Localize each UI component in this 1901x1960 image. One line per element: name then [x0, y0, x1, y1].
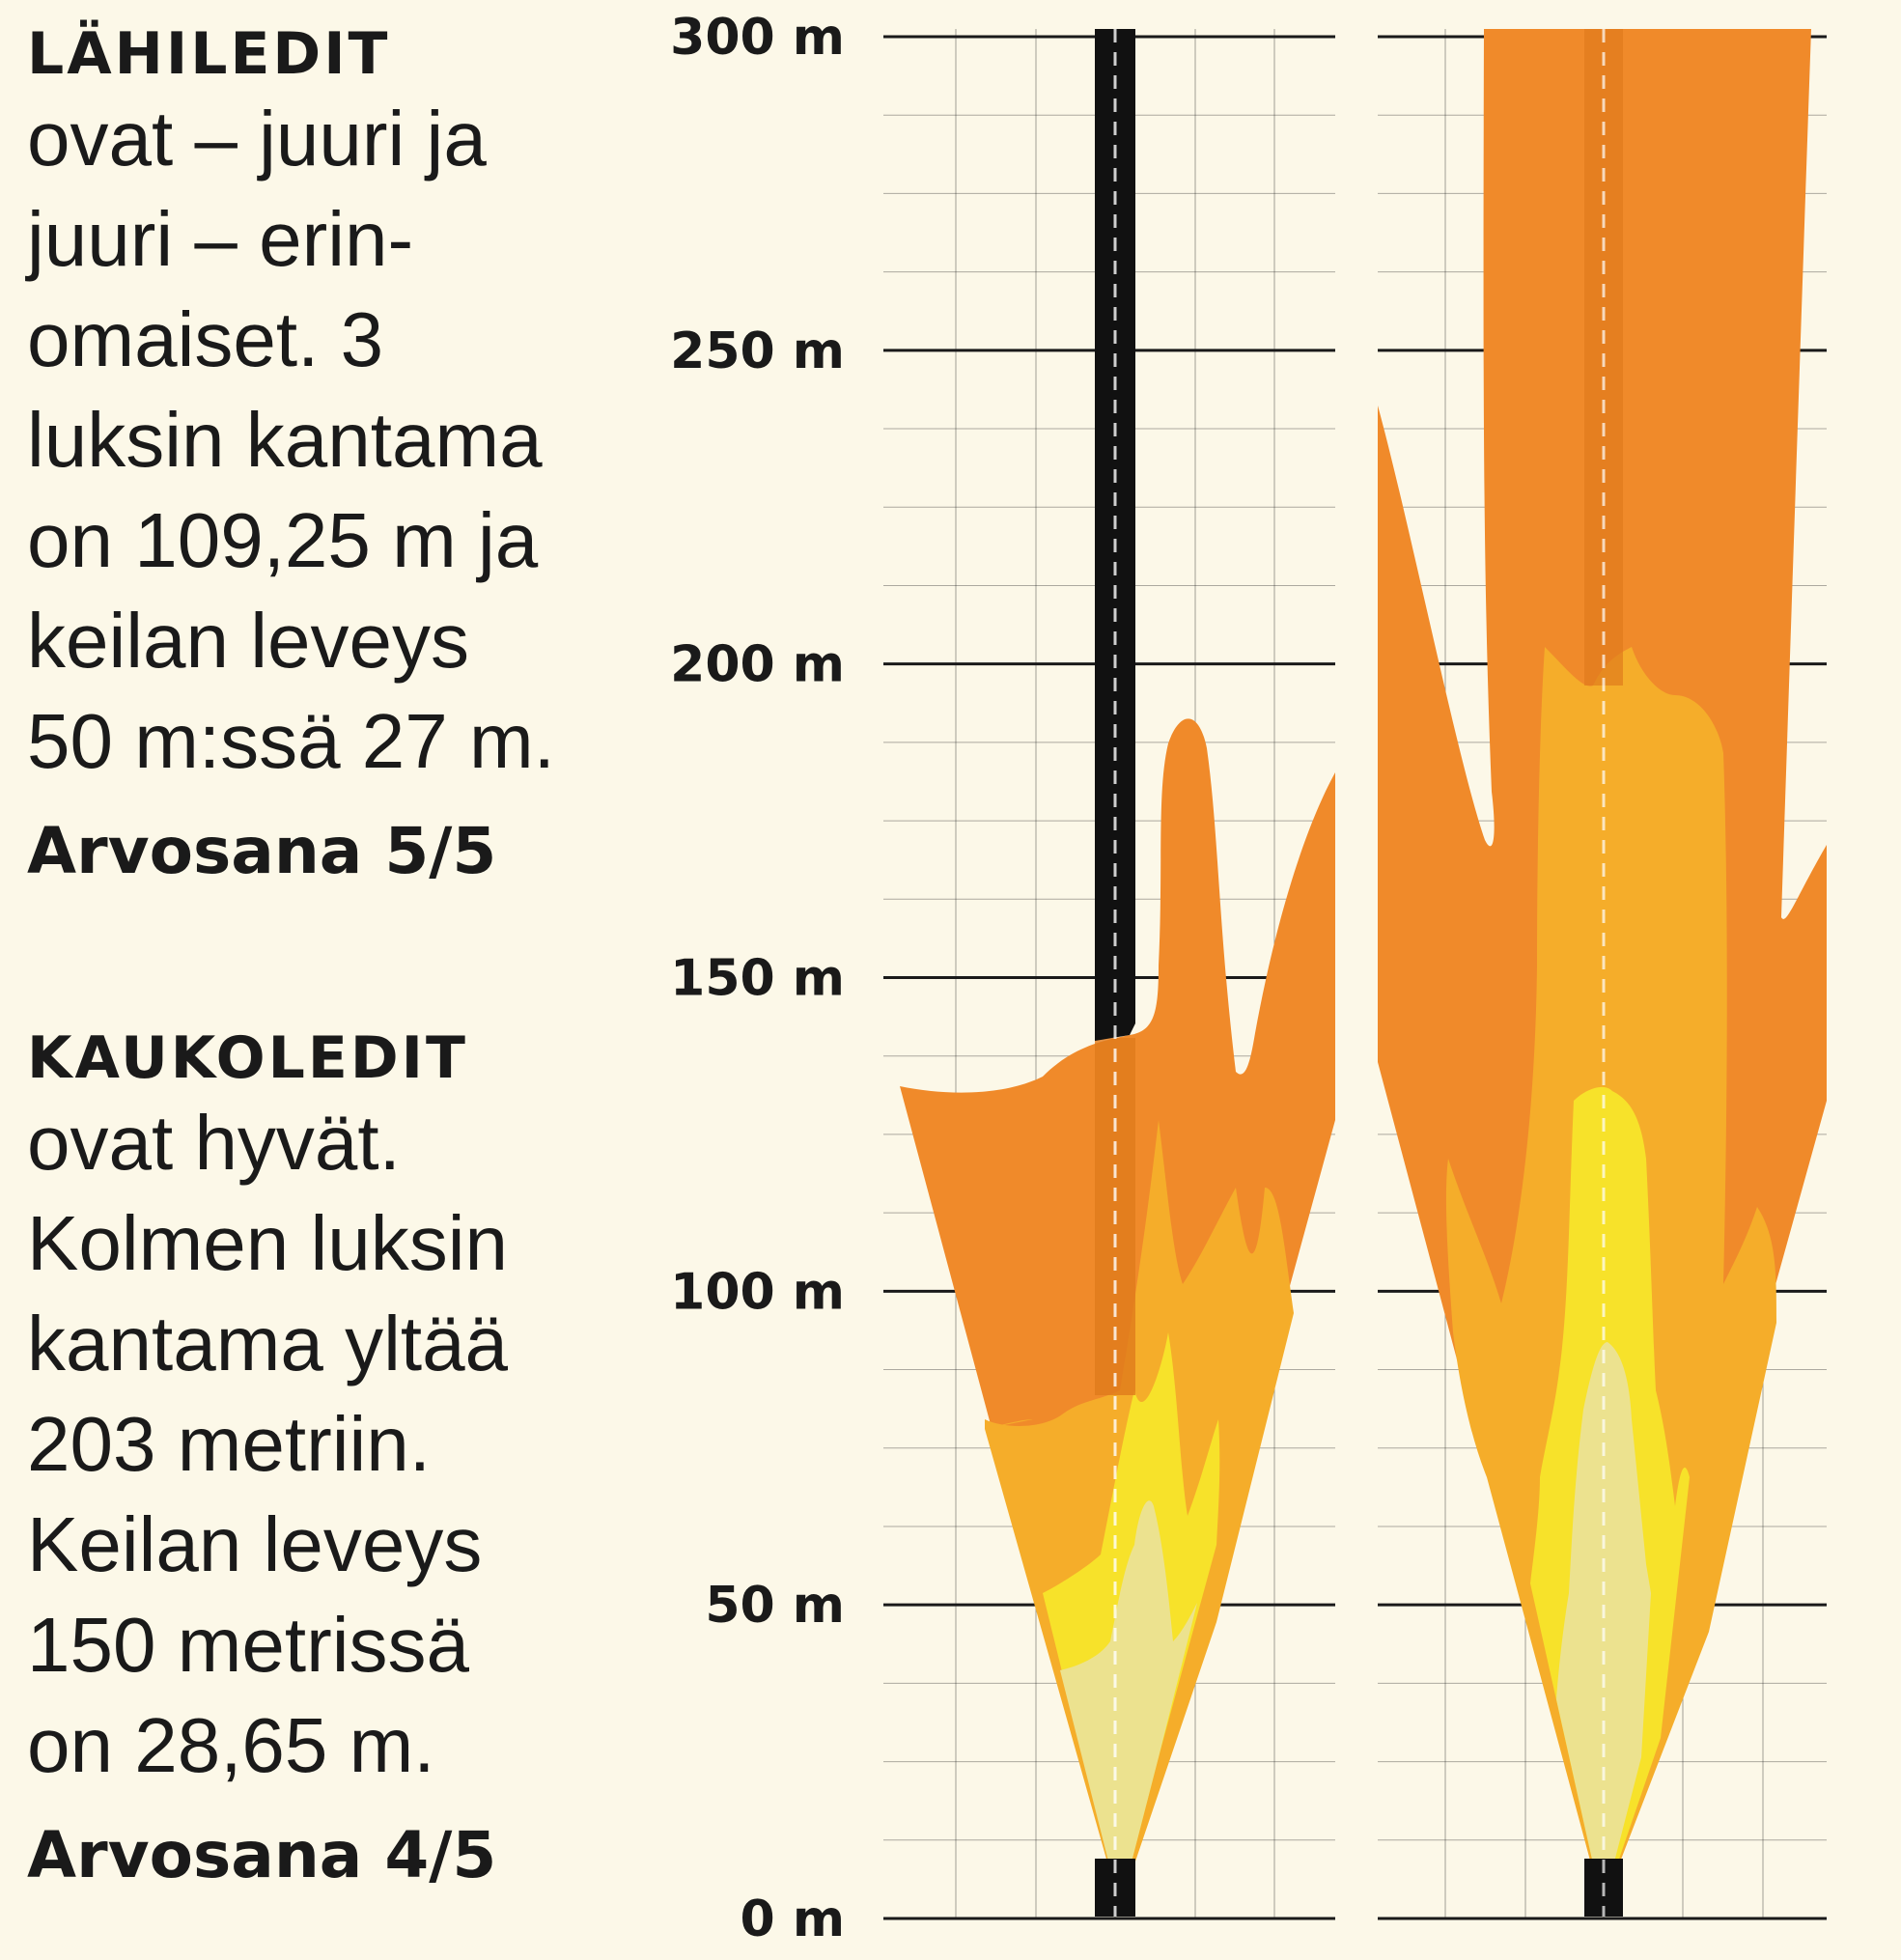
y-axis-labels: 300 m 250 m 200 m 150 m 100 m 50 m 0 m	[670, 9, 845, 1948]
beam-panel-far	[1378, 29, 1827, 1920]
beam-zone-core-near	[1060, 1500, 1197, 1907]
far-leds-description: ovat hyvät. Kolmen luksin kantama yltää …	[27, 1100, 509, 1788]
section-near-leds: LÄHILEDIT ovat – juuri ja juuri – erin- …	[27, 19, 606, 900]
beam-zone-core-far	[1556, 1342, 1651, 1907]
text-column: LÄHILEDIT ovat – juuri ja juuri – erin- …	[27, 19, 606, 1892]
beam-panel-near	[883, 29, 1335, 1920]
far-leds-grade: Arvosana 4/5	[27, 1818, 497, 1892]
y-tick-label: 150 m	[670, 950, 845, 1008]
near-leds-description: ovat – juuri ja juuri – erin- omaiset. 3…	[27, 96, 555, 784]
y-tick-label: 0 m	[741, 1890, 845, 1948]
y-tick-label: 300 m	[670, 9, 845, 67]
near-leds-grade: Arvosana 5/5	[27, 814, 497, 888]
near-leds-heading: LÄHILEDIT	[27, 20, 391, 88]
y-tick-label: 250 m	[670, 322, 845, 380]
y-tick-label: 50 m	[705, 1577, 845, 1635]
far-leds-heading: KAUKOLEDIT	[27, 1024, 468, 1092]
road-near	[1095, 29, 1135, 1041]
y-tick-label: 100 m	[670, 1263, 845, 1321]
section-far-leds: KAUKOLEDIT ovat hyvät. Kolmen luksin kan…	[27, 1023, 508, 1904]
y-tick-label: 200 m	[670, 636, 845, 694]
